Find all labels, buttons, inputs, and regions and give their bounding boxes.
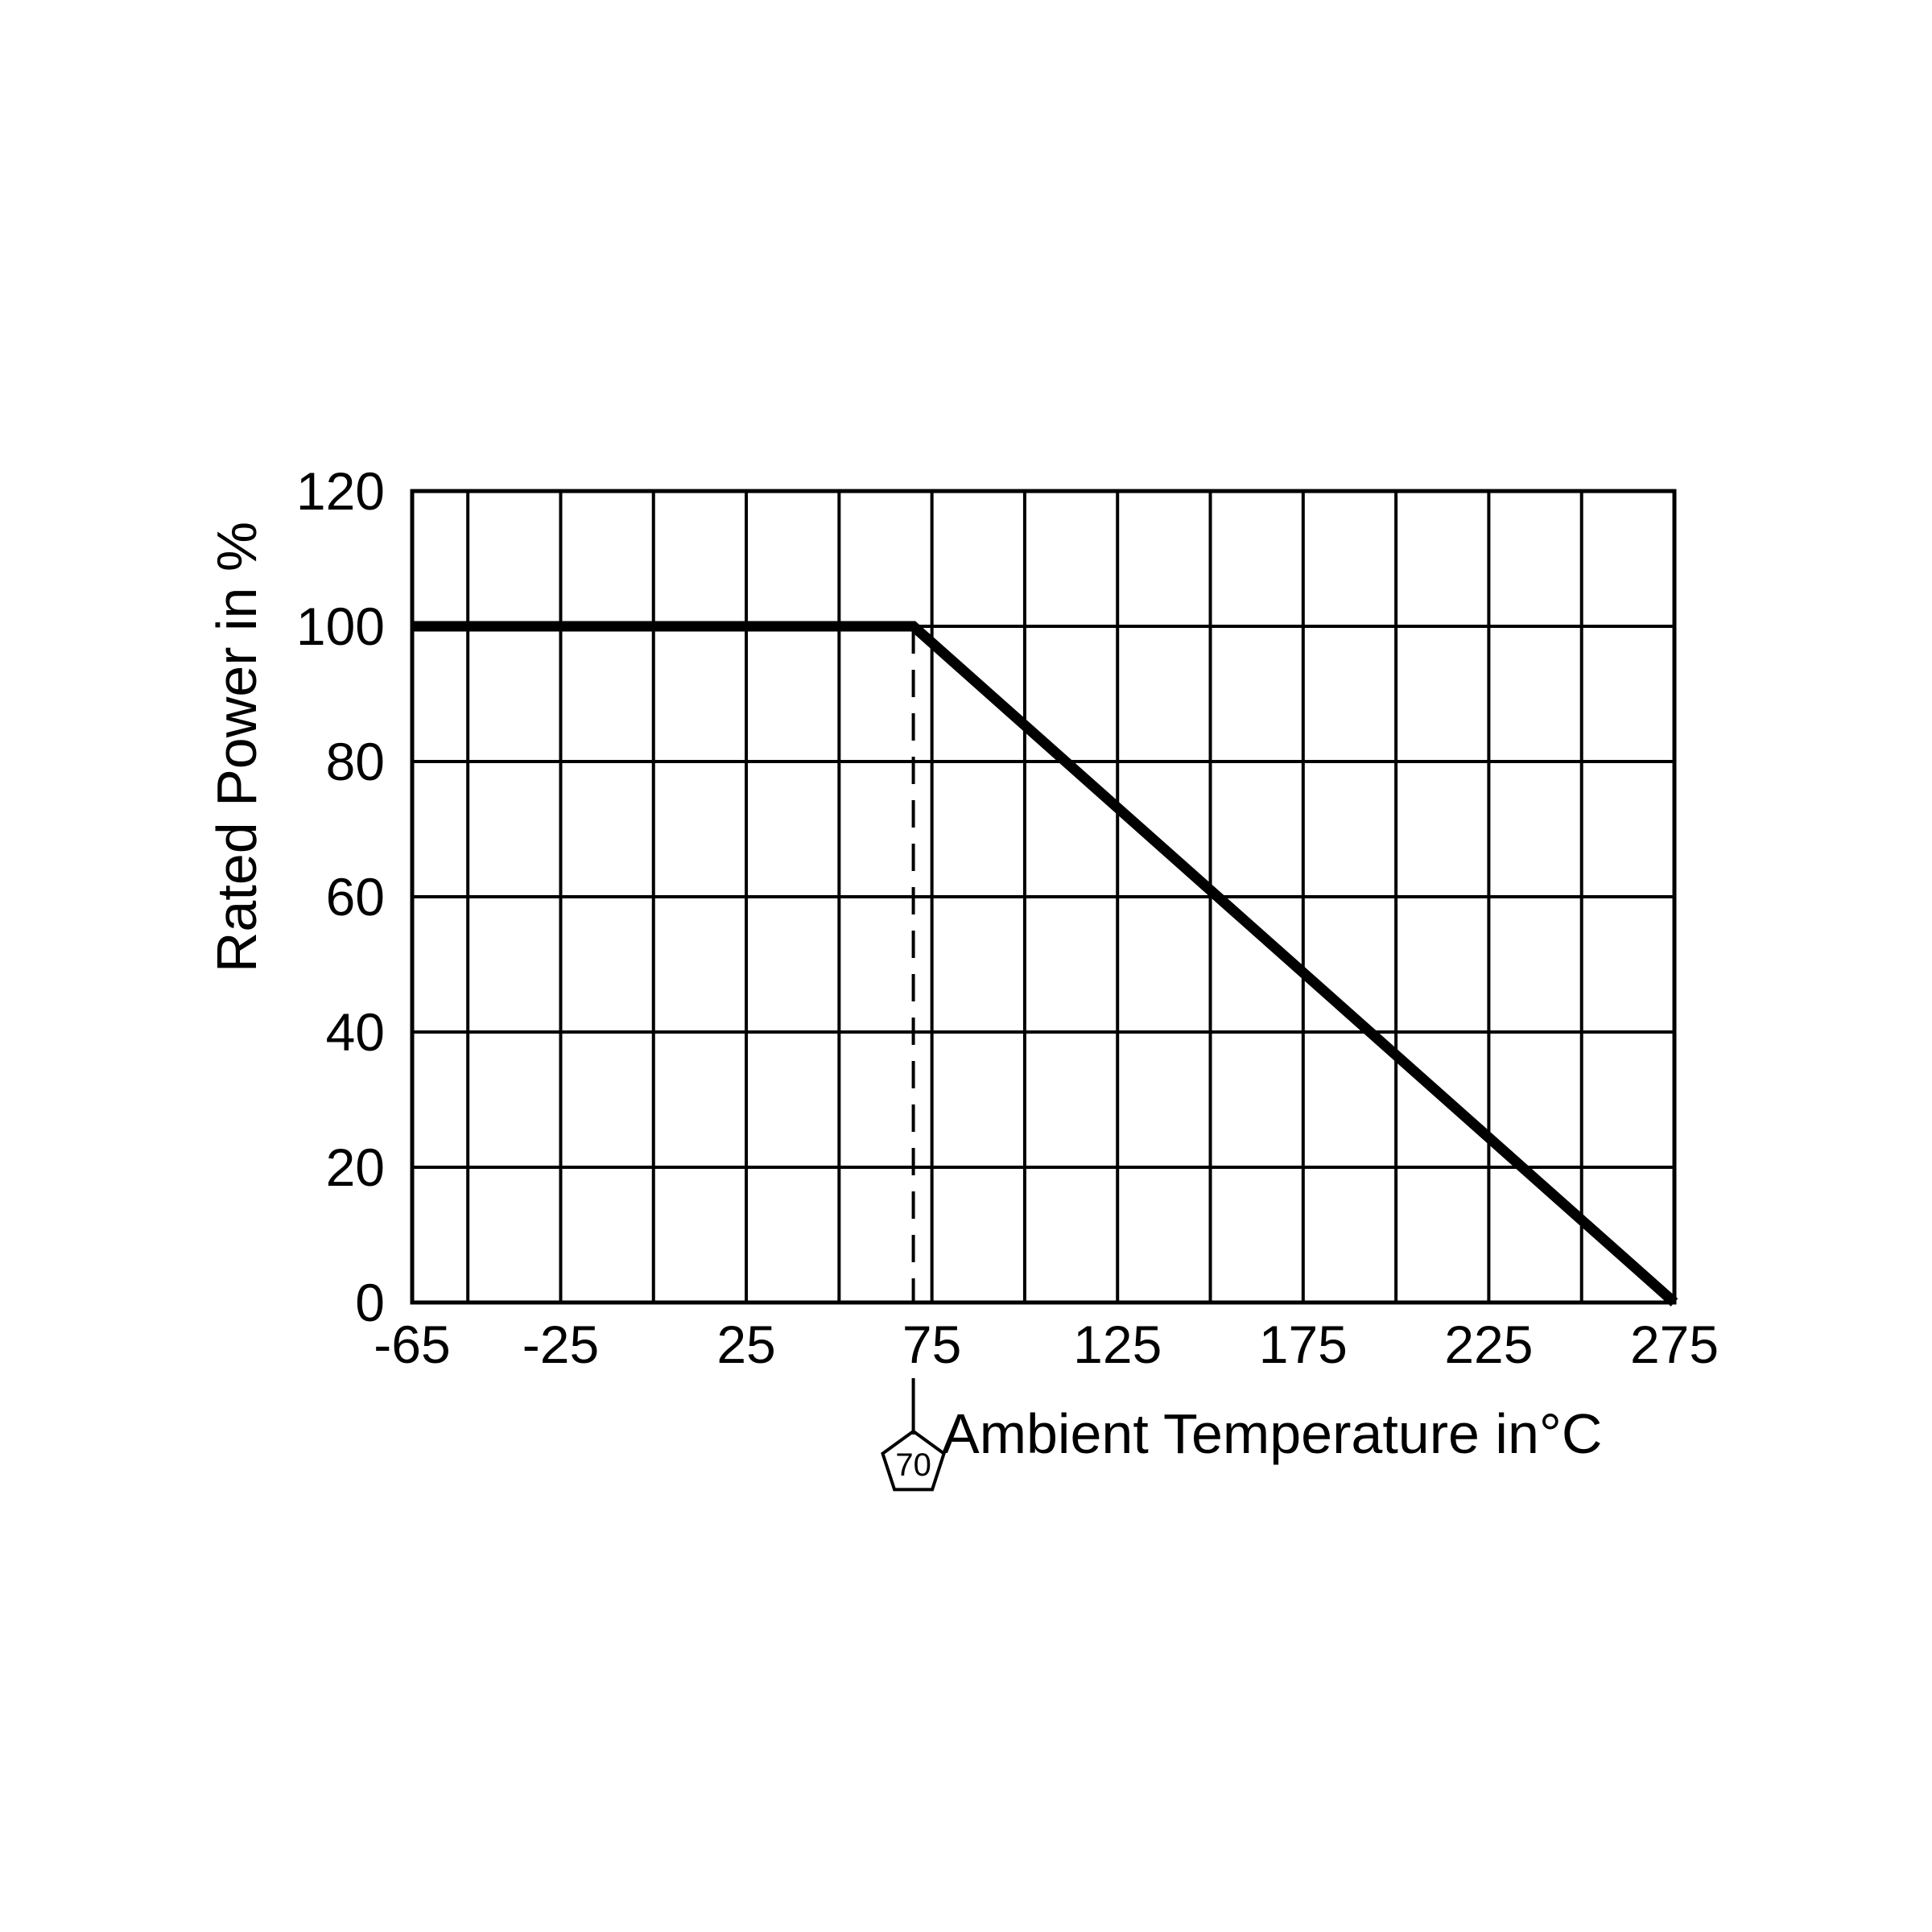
x-tick-label: 25: [716, 1315, 775, 1374]
reference-marker-group: 70: [881, 626, 946, 1492]
plot-area-frame: [410, 489, 1677, 1305]
x-tick-label: -25: [522, 1315, 599, 1374]
x-tick-label: 175: [1259, 1315, 1348, 1374]
y-tick-label: 40: [326, 1002, 385, 1062]
y-tick-label: 60: [326, 867, 385, 927]
y-tick-label: 80: [326, 732, 385, 791]
y-tick-label: 20: [326, 1137, 385, 1197]
pentagon-marker-label: 70: [895, 1447, 931, 1483]
x-axis-title: Ambient Temperature in°C: [942, 1402, 1602, 1465]
y-tick-labels: 0 20 40 60 80 100 120: [296, 461, 385, 1332]
y-tick-label: 120: [296, 461, 385, 521]
x-tick-labels: -65 -25 25 75 125 175 225 275: [374, 1315, 1719, 1374]
series-layer: [412, 621, 1678, 1307]
grid-lines: [411, 489, 1676, 1304]
y-axis-title: Rated Power in %: [205, 522, 268, 972]
y-tick-label: 100: [296, 597, 385, 656]
pentagon-marker: [881, 1429, 946, 1492]
x-tick-label: -65: [374, 1315, 450, 1374]
x-tick-label: 225: [1444, 1315, 1533, 1374]
y-tick-label: 0: [355, 1273, 385, 1332]
derating-curve: [412, 621, 1678, 1307]
x-tick-label: 75: [902, 1315, 961, 1374]
x-tick-label: 275: [1630, 1315, 1719, 1374]
x-tick-label: 125: [1073, 1315, 1162, 1374]
